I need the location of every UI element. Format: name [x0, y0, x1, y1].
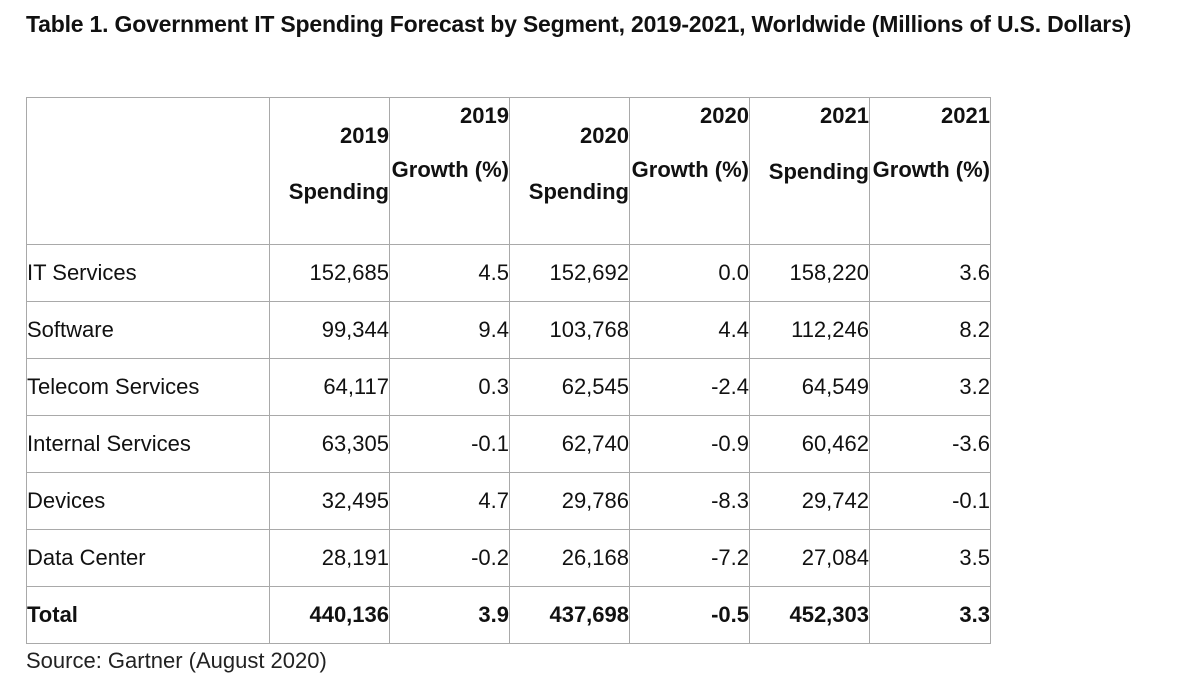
cell: 62,740 [509, 415, 630, 473]
header-2020-spending: 2020 Spending [509, 97, 630, 245]
cell: 0.0 [629, 244, 750, 302]
row-label: Devices [26, 472, 270, 530]
table-row: IT Services 152,685 4.5 152,692 0.0 158,… [26, 244, 991, 302]
cell: 26,168 [509, 529, 630, 587]
cell: 112,246 [749, 301, 870, 359]
header-2021-spending-label: Spending [768, 159, 869, 184]
table-row: Software 99,344 9.4 103,768 4.4 112,246 … [26, 301, 991, 359]
cell: -0.9 [629, 415, 750, 473]
cell: 152,685 [269, 244, 390, 302]
total-cell: 440,136 [269, 586, 390, 644]
row-label: Internal Services [26, 415, 270, 473]
cell: 32,495 [269, 472, 390, 530]
total-cell: 3.3 [869, 586, 991, 644]
table-row: Telecom Services 64,117 0.3 62,545 -2.4 … [26, 358, 991, 416]
cell: 103,768 [509, 301, 630, 359]
cell: 4.5 [389, 244, 510, 302]
header-2020-spending-label: Spending [528, 179, 629, 204]
cell: -0.1 [869, 472, 991, 530]
header-2021-spending-year: 2021 [820, 103, 869, 128]
cell: 64,117 [269, 358, 390, 416]
header-2019-spending-label: Spending [288, 179, 389, 204]
total-cell: 3.9 [389, 586, 510, 644]
cell: 3.5 [869, 529, 991, 587]
header-2019-spending: 2019 Spending [269, 97, 390, 245]
cell: 28,191 [269, 529, 390, 587]
cell: 64,549 [749, 358, 870, 416]
cell: 29,742 [749, 472, 870, 530]
table-row: Devices 32,495 4.7 29,786 -8.3 29,742 -0… [26, 472, 991, 530]
total-label: Total [26, 586, 270, 644]
header-2021-growth-year: 2021 [941, 103, 990, 128]
cell: -2.4 [629, 358, 750, 416]
cell: 63,305 [269, 415, 390, 473]
cell: 60,462 [749, 415, 870, 473]
cell: 152,692 [509, 244, 630, 302]
header-2020-growth: 2020 Growth (%) [629, 97, 750, 245]
cell: -0.1 [389, 415, 510, 473]
cell: -3.6 [869, 415, 991, 473]
cell: 8.2 [869, 301, 991, 359]
cell: 62,545 [509, 358, 630, 416]
cell: 4.7 [389, 472, 510, 530]
cell: -7.2 [629, 529, 750, 587]
header-2019-growth-label: Growth (%) [391, 157, 509, 182]
row-label: Telecom Services [26, 358, 270, 416]
cell: 9.4 [389, 301, 510, 359]
header-2020-growth-label: Growth (%) [631, 157, 749, 182]
spending-table: 2019 Spending 2019 Growth (%) 2020 Spend… [26, 97, 991, 644]
header-2021-growth-label: Growth (%) [872, 157, 990, 182]
header-row: 2019 Spending 2019 Growth (%) 2020 Spend… [26, 97, 991, 245]
header-2019-growth-year: 2019 [460, 103, 509, 128]
cell: -8.3 [629, 472, 750, 530]
source-note: Source: Gartner (August 2020) [26, 648, 327, 673]
cell: 4.4 [629, 301, 750, 359]
cell: 0.3 [389, 358, 510, 416]
header-2021-spending: 2021 Spending [749, 97, 870, 245]
cell: -0.2 [389, 529, 510, 587]
header-2019-growth: 2019 Growth (%) [389, 97, 510, 245]
cell: 158,220 [749, 244, 870, 302]
table-row: Internal Services 63,305 -0.1 62,740 -0.… [26, 415, 991, 473]
total-row: Total 440,136 3.9 437,698 -0.5 452,303 3… [26, 586, 991, 644]
total-cell: -0.5 [629, 586, 750, 644]
row-label: IT Services [26, 244, 270, 302]
header-2020-spending-year: 2020 [580, 123, 629, 148]
total-cell: 437,698 [509, 586, 630, 644]
cell: 99,344 [269, 301, 390, 359]
header-2019-spending-year: 2019 [340, 123, 389, 148]
header-2021-growth: 2021 Growth (%) [869, 97, 991, 245]
cell: 27,084 [749, 529, 870, 587]
cell: 3.6 [869, 244, 991, 302]
header-segment [26, 97, 270, 245]
row-label: Data Center [26, 529, 270, 587]
header-2020-growth-year: 2020 [700, 103, 749, 128]
table-title: Table 1. Government IT Spending Forecast… [26, 11, 1132, 37]
total-cell: 452,303 [749, 586, 870, 644]
row-label: Software [26, 301, 270, 359]
cell: 29,786 [509, 472, 630, 530]
cell: 3.2 [869, 358, 991, 416]
table-row: Data Center 28,191 -0.2 26,168 -7.2 27,0… [26, 529, 991, 587]
